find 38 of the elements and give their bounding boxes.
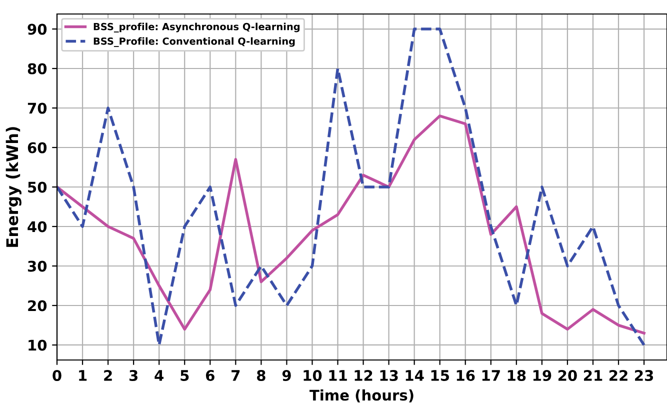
x-tick-label: 7 (232, 370, 240, 381)
x-tick-label: 21 (584, 370, 602, 381)
x-tick-label: 20 (558, 370, 577, 382)
y-axis-title: Energy (kWh) (6, 127, 22, 247)
y-tick-label: 50 (28, 182, 47, 193)
x-tick-label: 22 (610, 370, 628, 381)
x-tick-label: 19 (533, 370, 552, 382)
x-tick-label: 5 (180, 370, 189, 382)
legend-label: BSS_profile: Asynchronous Q-learning (94, 22, 300, 32)
y-tick-label: 20 (28, 300, 47, 312)
y-tick-label: 70 (28, 102, 47, 114)
x-tick-label: 14 (406, 370, 424, 381)
x-tick-label: 4 (154, 370, 164, 381)
x-tick-label: 12 (354, 370, 372, 381)
x-tick-label: 17 (482, 370, 500, 381)
x-tick-label: 23 (635, 370, 654, 382)
y-tick-label: 10 (28, 340, 47, 351)
y-tick-label: 80 (28, 63, 47, 74)
y-tick-label: 40 (28, 221, 47, 232)
legend-label: BSS_Profile: Conventional Q-learning (94, 37, 295, 47)
x-tick-label: 11 (329, 370, 347, 381)
x-tick-label: 1 (79, 370, 87, 381)
x-tick-label: 3 (129, 370, 138, 382)
y-tick-label: 30 (28, 260, 47, 272)
x-tick-label: 9 (282, 370, 291, 382)
x-tick-label: 15 (431, 370, 449, 382)
x-tick-label: 8 (257, 370, 266, 382)
x-tick-label: 16 (456, 370, 475, 382)
line-series (57, 114, 646, 335)
x-tick-label: 2 (104, 370, 112, 381)
x-tick-label: 6 (206, 370, 214, 382)
y-tick-label: 90 (28, 24, 47, 35)
x-tick-label: 18 (508, 370, 526, 382)
x-axis-title: Time (hours) (310, 389, 414, 402)
x-tick-label: 0 (52, 370, 62, 382)
x-tick-label: 13 (380, 370, 398, 382)
y-tick-label: 60 (28, 142, 47, 154)
x-tick-label: 10 (304, 370, 322, 382)
